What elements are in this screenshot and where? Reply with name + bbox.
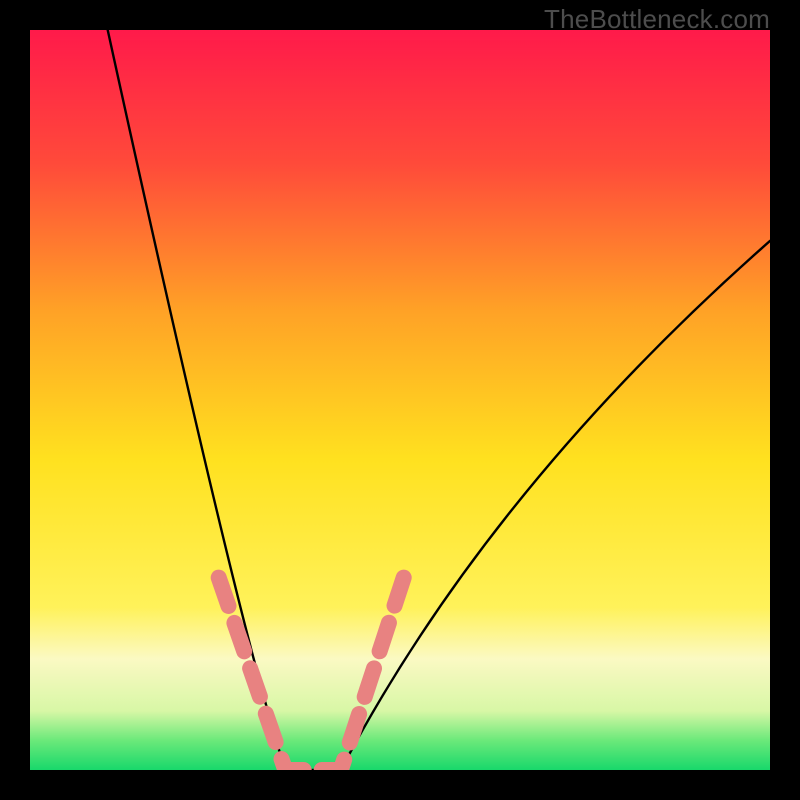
- gradient-background: [30, 30, 770, 770]
- chart-stage: TheBottleneck.com: [0, 0, 800, 800]
- watermark-text: TheBottleneck.com: [544, 4, 770, 35]
- plot-area: [30, 30, 770, 770]
